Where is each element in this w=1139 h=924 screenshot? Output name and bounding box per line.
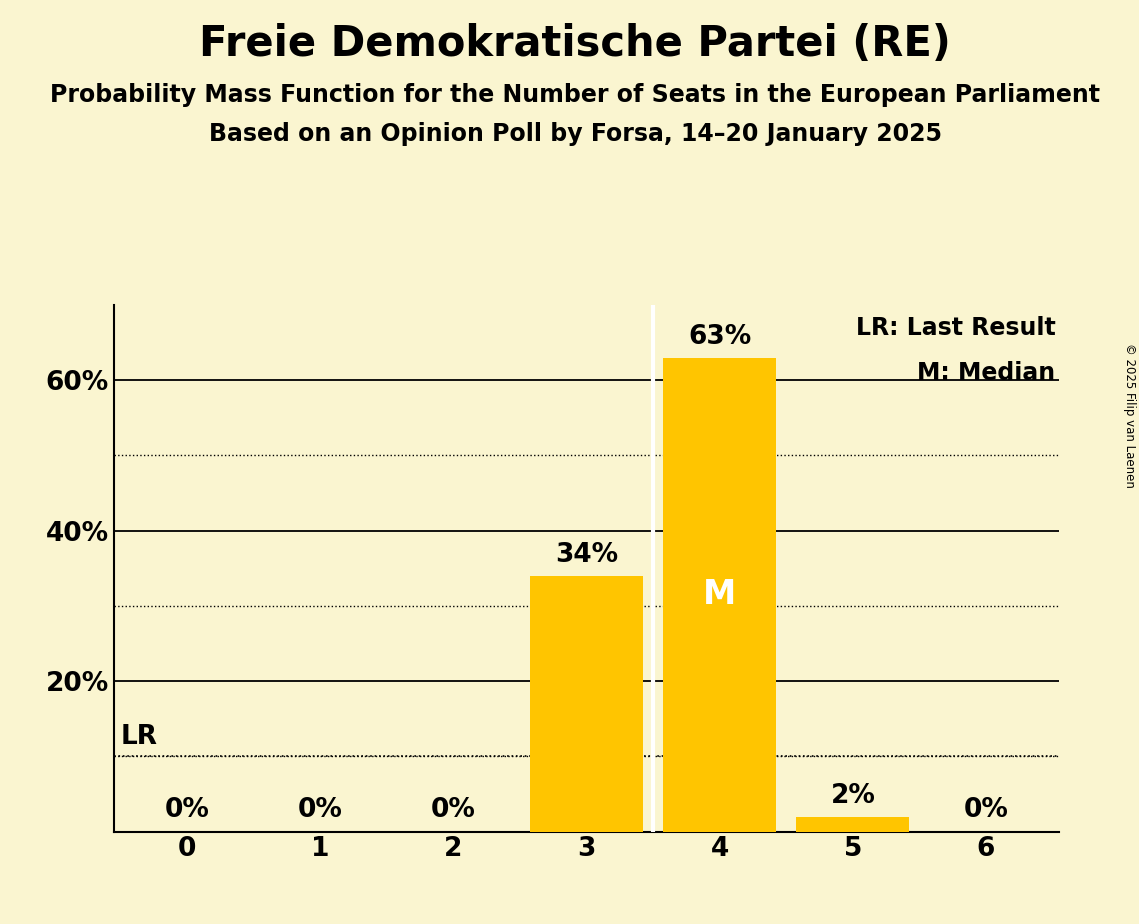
Text: 0%: 0% — [165, 796, 210, 822]
Bar — [796, 817, 909, 832]
Text: M: Median: M: Median — [917, 361, 1055, 385]
Text: 0%: 0% — [431, 796, 476, 822]
Text: Based on an Opinion Poll by Forsa, 14–20 January 2025: Based on an Opinion Poll by Forsa, 14–20… — [208, 122, 942, 146]
Text: 34%: 34% — [555, 542, 618, 568]
Text: 2%: 2% — [830, 783, 876, 809]
Text: Probability Mass Function for the Number of Seats in the European Parliament: Probability Mass Function for the Number… — [50, 83, 1100, 107]
Text: © 2025 Filip van Laenen: © 2025 Filip van Laenen — [1123, 344, 1137, 488]
Text: LR: LR — [121, 724, 157, 750]
Text: 63%: 63% — [688, 324, 752, 350]
Text: 0%: 0% — [964, 796, 1008, 822]
Bar — [663, 358, 777, 832]
Bar — [530, 576, 644, 832]
Text: LR: Last Result: LR: Last Result — [855, 316, 1055, 340]
Text: 0%: 0% — [297, 796, 343, 822]
Text: M: M — [703, 578, 736, 611]
Text: Freie Demokratische Partei (RE): Freie Demokratische Partei (RE) — [199, 23, 951, 65]
